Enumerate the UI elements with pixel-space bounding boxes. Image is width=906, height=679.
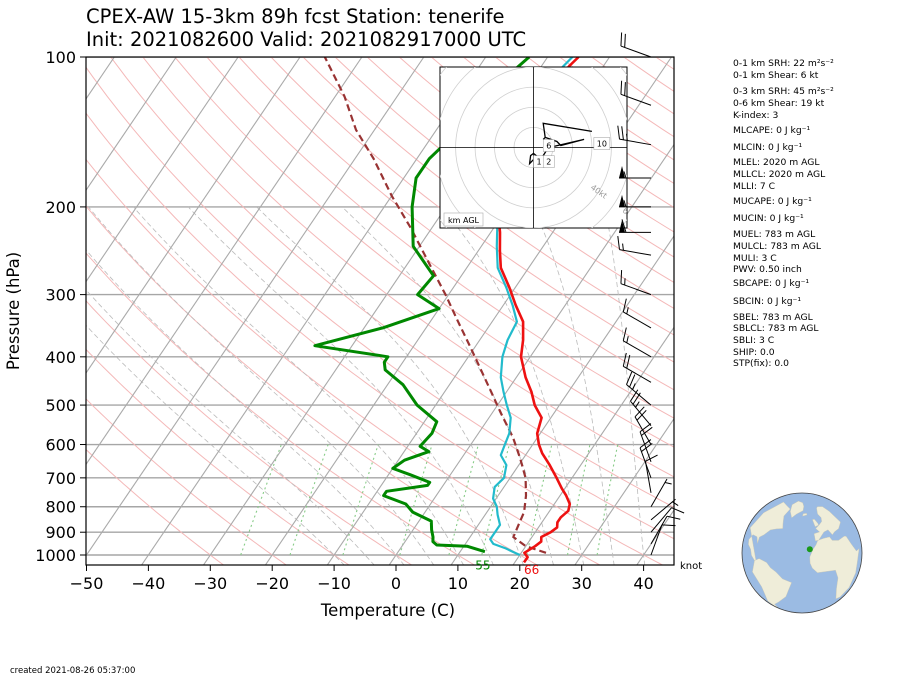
station-marker	[807, 546, 813, 552]
index-line: MLCAPE: 0 J kg⁻¹	[733, 125, 811, 136]
index-line: MUEL: 783 m AGL	[733, 229, 816, 240]
index-line: MULCL: 783 m AGL	[733, 241, 822, 252]
x-tick-label: −50	[70, 574, 104, 593]
index-line: 0-6 km Shear: 19 kt	[733, 98, 825, 109]
chart-title: CPEX-AW 15-3km 89h fcst Station: tenerif…	[86, 5, 505, 28]
moist-adiabat	[533, 207, 614, 566]
y-tick-label: 700	[45, 469, 76, 488]
index-line: MLLI: 7 C	[733, 181, 775, 192]
index-line: SBLCL: 783 m AGL	[733, 323, 819, 334]
index-line: SBCAPE: 0 J kg⁻¹	[733, 278, 809, 289]
y-tick-label: 600	[45, 436, 76, 455]
wind-barb	[616, 236, 654, 255]
x-tick-label: 30	[572, 574, 592, 593]
y-tick-label: 800	[45, 498, 76, 517]
wind-barb	[645, 455, 664, 493]
index-line: SBEL: 783 m AGL	[733, 312, 814, 323]
y-tick-label: 500	[45, 396, 76, 415]
surface-dewpoint-label: 55	[475, 559, 490, 573]
isotherm	[0, 57, 238, 566]
wind-unit-label: knot	[680, 561, 702, 572]
mixing-ratio-line	[597, 445, 618, 556]
isotherm	[17, 57, 362, 566]
x-tick-label: −40	[132, 574, 166, 593]
hodograph-ring-label: 80kt	[653, 229, 673, 247]
y-axis-label: Pressure (hPa)	[4, 252, 23, 370]
mixing-ratio-line	[241, 445, 282, 556]
index-line: MULI: 3 C	[733, 253, 777, 264]
hodograph-height-label: 1	[536, 158, 541, 167]
dry-adiabat	[0, 57, 413, 566]
moist-adiabat	[51, 207, 405, 566]
index-line: SBLI: 3 C	[733, 335, 774, 346]
y-tick-label: 900	[45, 523, 76, 542]
wind-barb	[620, 299, 658, 328]
hodograph-height-label: 2	[546, 158, 551, 167]
x-tick-label: −20	[255, 574, 289, 593]
index-line: K-index: 3	[733, 110, 779, 121]
index-line: SHIP: 0.0	[733, 347, 775, 358]
isotherm	[79, 57, 424, 566]
index-line: MUCIN: 0 J kg⁻¹	[733, 213, 804, 224]
x-tick-label: 40	[633, 574, 653, 593]
y-tick-label: 100	[45, 48, 76, 67]
index-line: PWV: 0.50 inch	[733, 264, 802, 275]
index-line: 0-1 km SRH: 22 m²s⁻²	[733, 58, 834, 69]
index-line: MLLCL: 2020 m AGL	[733, 169, 826, 180]
created-timestamp: created 2021-08-26 05:37:00	[10, 666, 135, 675]
stability-indices: 0-1 km SRH: 22 m²s⁻²0-1 km Shear: 6 kt 0-…	[733, 58, 834, 369]
locator-globe	[742, 493, 862, 613]
hodograph-height-label: 10	[597, 139, 607, 148]
index-line: MUCAPE: 0 J kg⁻¹	[733, 196, 812, 207]
y-tick-label: 1000	[35, 546, 76, 565]
y-tick-label: 400	[45, 348, 76, 367]
index-line: 0-3 km SRH: 45 m²s⁻²	[733, 86, 834, 97]
y-tick-label: 300	[45, 286, 76, 305]
x-tick-label: 0	[391, 574, 401, 593]
hodograph-height-label: 6	[546, 142, 551, 151]
isotherm	[0, 57, 176, 566]
mixing-ratio-line	[449, 445, 479, 556]
y-tick-label: 200	[45, 198, 76, 217]
dry-adiabat	[0, 57, 350, 566]
index-line: SBCIN: 0 J kg⁻¹	[733, 296, 801, 307]
index-line: MLEL: 2020 m AGL	[733, 157, 820, 168]
wind-barb	[617, 32, 655, 57]
wind-barb	[620, 328, 658, 357]
index-line: MLCIN: 0 J kg⁻¹	[733, 142, 802, 153]
x-tick-label: 10	[448, 574, 468, 593]
hodograph-unit-label: km AGL	[448, 216, 480, 225]
dry-adiabat	[0, 57, 224, 566]
x-tick-label: −10	[317, 574, 351, 593]
index-line: STP(fix): 0.0	[733, 358, 789, 369]
index-line: 0-1 km Shear: 6 kt	[733, 70, 819, 81]
x-axis-label: Temperature (C)	[320, 601, 455, 620]
chart-subtitle: Init: 2021082600 Valid: 2021082917000 UT…	[86, 28, 526, 51]
x-tick-label: −30	[193, 574, 227, 593]
mixing-ratio-line	[343, 445, 378, 556]
surface-temperature-label: 66	[524, 563, 539, 577]
